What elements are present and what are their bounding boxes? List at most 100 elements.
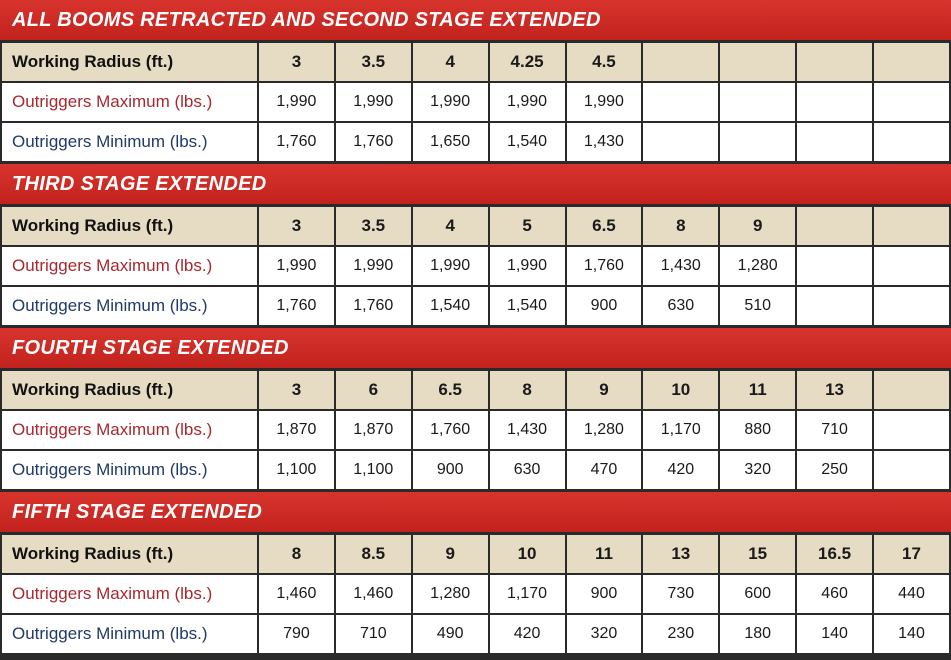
radius-cell	[797, 43, 872, 81]
section-title: THIRD STAGE EXTENDED	[12, 172, 267, 195]
capacity-cell: 230	[643, 615, 719, 653]
radius-cell	[720, 43, 796, 81]
capacity-cell: 1,430	[566, 123, 642, 161]
section-title: ALL BOOMS RETRACTED AND SECOND STAGE EXT…	[12, 8, 601, 31]
row-label: Outriggers Maximum (lbs.)	[2, 411, 257, 449]
working-radius-row: Working Radius (ft.) 3 3.5 4 4.25 4.5	[2, 43, 949, 81]
capacity-cell: 1,540	[412, 287, 488, 325]
capacity-cell: 1,990	[259, 247, 334, 285]
outriggers-maximum-row: Outriggers Maximum (lbs.) 1,460 1,460 1,280…	[2, 575, 949, 613]
capacity-cell: 1,650	[412, 123, 488, 161]
radius-cell: 6	[335, 371, 411, 409]
capacity-cell: 1,990	[412, 247, 488, 285]
radius-cell: 4	[412, 43, 488, 81]
radius-cell: 4.25	[489, 43, 565, 81]
capacity-cell: 1,430	[489, 411, 565, 449]
section-title: FIFTH STAGE EXTENDED	[12, 500, 263, 523]
capacity-cell: 470	[566, 451, 642, 489]
capacity-cell	[797, 287, 872, 325]
capacity-cell: 1,990	[489, 247, 565, 285]
radius-cell: 8	[259, 535, 334, 573]
radius-cell: 13	[797, 371, 872, 409]
capacity-cell: 1,760	[566, 247, 642, 285]
radius-cell: 8.5	[335, 535, 411, 573]
row-label: Working Radius (ft.)	[2, 371, 257, 409]
capacity-cell	[720, 83, 796, 121]
outriggers-minimum-row: Outriggers Minimum (lbs.) 1,100 1,100 900 63…	[2, 451, 949, 489]
radius-cell: 3	[259, 43, 334, 81]
capacity-cell	[874, 411, 949, 449]
capacity-cell: 1,280	[412, 575, 488, 613]
radius-cell: 11	[720, 371, 796, 409]
capacity-cell: 1,540	[489, 287, 565, 325]
radius-cell: 3.5	[335, 207, 411, 245]
capacity-cell: 1,990	[335, 83, 411, 121]
capacity-cell: 140	[797, 615, 872, 653]
capacity-cell: 320	[720, 451, 796, 489]
capacity-cell: 1,430	[643, 247, 719, 285]
capacity-cell: 320	[566, 615, 642, 653]
row-label: Working Radius (ft.)	[2, 535, 257, 573]
capacity-cell	[797, 83, 872, 121]
radius-cell: 9	[720, 207, 796, 245]
radius-cell: 9	[566, 371, 642, 409]
radius-cell: 5	[489, 207, 565, 245]
section-title-bar: FIFTH STAGE EXTENDED	[0, 492, 951, 532]
capacity-cell: 630	[489, 451, 565, 489]
radius-cell: 9	[412, 535, 488, 573]
capacity-cell: 1,870	[259, 411, 334, 449]
radius-cell: 10	[489, 535, 565, 573]
working-radius-row: Working Radius (ft.) 8 8.5 9 10 11 13 15 16.5 17	[2, 535, 949, 573]
radius-cell	[874, 43, 949, 81]
radius-cell: 11	[566, 535, 642, 573]
section-title-bar: ALL BOOMS RETRACTED AND SECOND STAGE EXT…	[0, 0, 951, 40]
capacity-cell: 460	[797, 575, 872, 613]
capacity-cell: 1,990	[566, 83, 642, 121]
capacity-cell: 140	[874, 615, 949, 653]
row-label: Outriggers Minimum (lbs.)	[2, 615, 257, 653]
capacity-cell: 1,170	[489, 575, 565, 613]
radius-cell	[874, 371, 949, 409]
capacity-cell: 1,760	[335, 123, 411, 161]
capacity-cell: 1,990	[259, 83, 334, 121]
capacity-cell: 420	[643, 451, 719, 489]
section-table: Working Radius (ft.) 3 3.5 4 5 6.5 8 9 Outrigger…	[0, 205, 951, 327]
radius-cell: 3	[259, 371, 334, 409]
capacity-cell: 250	[797, 451, 872, 489]
capacity-cell: 1,100	[259, 451, 334, 489]
working-radius-row: Working Radius (ft.) 3 6 6.5 8 9 10 11 13	[2, 371, 949, 409]
capacity-cell: 1,990	[335, 247, 411, 285]
row-label: Working Radius (ft.)	[2, 207, 257, 245]
capacity-cell	[874, 247, 949, 285]
capacity-cell: 1,280	[720, 247, 796, 285]
capacity-cell: 440	[874, 575, 949, 613]
capacity-cell: 1,870	[335, 411, 411, 449]
section-table: Working Radius (ft.) 3 3.5 4 4.25 4.5 Outrigge…	[0, 41, 951, 163]
section-title-bar: THIRD STAGE EXTENDED	[0, 164, 951, 204]
capacity-cell: 1,460	[259, 575, 334, 613]
radius-cell: 4.5	[566, 43, 642, 81]
capacity-cell	[720, 123, 796, 161]
row-label: Outriggers Maximum (lbs.)	[2, 247, 257, 285]
radius-cell	[797, 207, 872, 245]
radius-cell: 3.5	[335, 43, 411, 81]
working-radius-row: Working Radius (ft.) 3 3.5 4 5 6.5 8 9	[2, 207, 949, 245]
outriggers-minimum-row: Outriggers Minimum (lbs.) 1,760 1,760 1,650…	[2, 123, 949, 161]
capacity-cell: 1,100	[335, 451, 411, 489]
section-table: Working Radius (ft.) 8 8.5 9 10 11 13 15 16.5 17 O…	[0, 533, 951, 655]
capacity-cell	[874, 287, 949, 325]
radius-cell: 8	[643, 207, 719, 245]
capacity-cell	[874, 451, 949, 489]
radius-cell: 3	[259, 207, 334, 245]
capacity-cell: 630	[643, 287, 719, 325]
outriggers-minimum-row: Outriggers Minimum (lbs.) 790 710 490 420 320…	[2, 615, 949, 653]
capacity-cell: 420	[489, 615, 565, 653]
row-label: Outriggers Minimum (lbs.)	[2, 123, 257, 161]
radius-cell: 10	[643, 371, 719, 409]
capacity-cell: 180	[720, 615, 796, 653]
capacity-cell: 1,760	[412, 411, 488, 449]
row-label: Outriggers Maximum (lbs.)	[2, 83, 257, 121]
radius-cell: 4	[412, 207, 488, 245]
row-label: Working Radius (ft.)	[2, 43, 257, 81]
